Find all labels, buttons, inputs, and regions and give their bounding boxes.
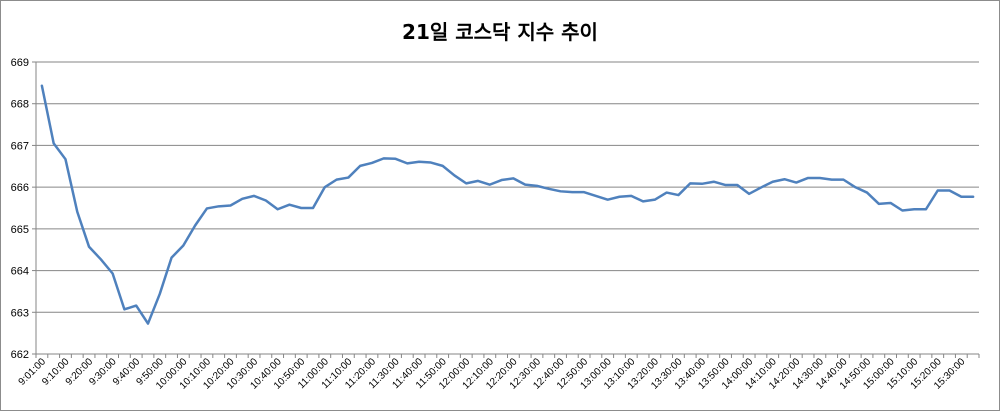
y-axis: 662 663 664 665 666 667 668 669 — [11, 57, 37, 361]
x-axis: 9:01:009:10:009:20:009:30:009:40:009:50:… — [17, 353, 980, 392]
series-layer — [40, 84, 975, 325]
y-tick-label: 669 — [11, 57, 29, 69]
series-line — [40, 84, 975, 325]
y-tick-label: 668 — [11, 99, 29, 111]
y-tick-label: 662 — [11, 349, 29, 361]
gridlines — [36, 61, 979, 355]
y-tick-label: 664 — [11, 266, 29, 278]
y-tick-label: 666 — [11, 182, 29, 194]
y-tick-label: 663 — [11, 307, 29, 319]
chart-title: 21일 코스닥 지수 추이 — [402, 20, 598, 44]
y-tick-label: 665 — [11, 224, 29, 236]
y-tick-label: 667 — [11, 140, 29, 152]
